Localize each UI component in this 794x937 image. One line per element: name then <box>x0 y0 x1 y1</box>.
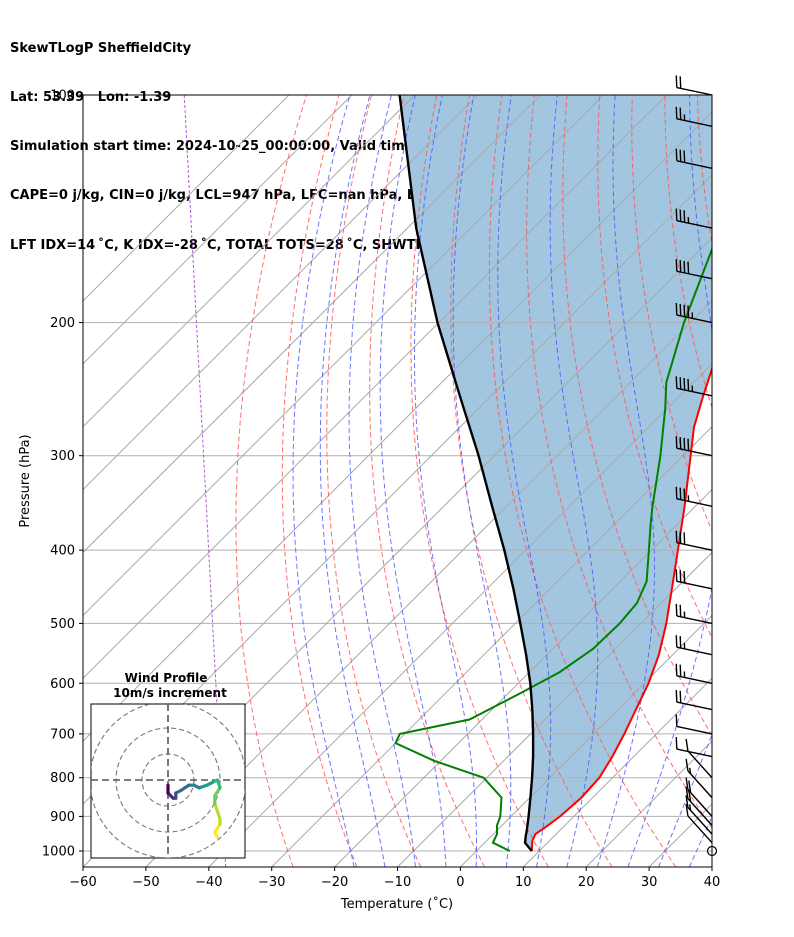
moist-adiabat <box>596 95 655 867</box>
dewpoint-line <box>394 245 712 852</box>
x-tick-label: −10 <box>384 875 411 890</box>
wind-barb <box>685 777 713 817</box>
moist-adiabat <box>292 95 355 867</box>
moist-adiabat <box>627 95 712 867</box>
wind-barb <box>675 737 713 758</box>
wind-barb <box>675 106 713 127</box>
isotherm-line <box>334 488 712 867</box>
wind-barb <box>675 259 713 280</box>
moist-adiabat <box>658 733 712 867</box>
y-tick-label: 400 <box>50 544 75 559</box>
x-tick-label: −30 <box>258 875 285 890</box>
wind-barb <box>675 635 713 656</box>
moist-adiabat <box>379 95 447 867</box>
isotherm-line <box>83 95 290 302</box>
moist-adiabat <box>720 95 794 867</box>
isotherm-line <box>83 111 712 742</box>
temperature-line <box>530 365 712 852</box>
y-axis-label: Pressure (hPa) <box>18 434 33 527</box>
dry-adiabat <box>450 95 613 867</box>
wind-barb <box>675 376 713 397</box>
wind-barb <box>675 486 713 507</box>
wind-barb <box>675 148 713 169</box>
moist-adiabat <box>549 95 599 867</box>
y-tick-label: 300 <box>50 449 75 464</box>
wind-barb <box>675 303 713 324</box>
dry-adiabat <box>326 95 422 867</box>
isotherm-line <box>83 95 667 680</box>
dry-adiabat <box>235 95 307 867</box>
isotherm-line <box>208 363 712 867</box>
y-tick-label: 700 <box>50 727 75 742</box>
wind-barb <box>685 795 713 835</box>
y-tick-label: 800 <box>50 771 75 786</box>
y-tick-label: 900 <box>50 810 75 825</box>
isotherm-line <box>83 95 353 365</box>
x-tick-label: −20 <box>321 875 348 890</box>
x-tick-label: 40 <box>704 875 721 890</box>
dry-adiabat <box>410 95 549 867</box>
isotherm-line <box>83 95 604 617</box>
dry-adiabat <box>488 95 677 867</box>
isotherm-line <box>397 551 712 867</box>
moist-adiabat <box>497 95 552 867</box>
isotherm-line <box>460 614 712 867</box>
y-tick-label: 200 <box>50 316 75 331</box>
wind-barb <box>675 690 713 711</box>
dry-adiabat <box>730 95 794 867</box>
isotherm-line <box>83 95 478 491</box>
wind-barb <box>675 714 713 735</box>
moist-adiabat <box>414 95 477 867</box>
isotherm-line <box>711 866 712 867</box>
wind-barb <box>675 75 713 96</box>
wind-barb <box>675 603 713 625</box>
wind-barb <box>685 738 713 779</box>
y-tick-label: 500 <box>50 617 75 632</box>
isotherm-line <box>83 95 416 428</box>
isotherm-line <box>145 300 712 867</box>
wind-barb <box>685 803 713 844</box>
dry-adiabat <box>562 95 712 737</box>
wind-barb <box>675 663 713 684</box>
location-info: Lat: 53.39 Lon: -1.39 <box>10 90 172 106</box>
hodograph-segment <box>213 801 222 821</box>
wind-barb <box>685 758 713 799</box>
x-tick-label: 30 <box>641 875 658 890</box>
x-axis-label: Temperature (˚C) <box>340 896 453 912</box>
isotherm-line <box>271 425 712 867</box>
dry-adiabat <box>597 95 712 639</box>
isotherm-line <box>522 677 712 867</box>
hodograph-title: Wind Profile <box>125 671 208 685</box>
dry-adiabat <box>369 95 485 867</box>
dry-adiabat <box>526 95 712 829</box>
moist-adiabat <box>452 95 512 867</box>
y-tick-label: 1000 <box>42 844 75 859</box>
isotherm-line <box>83 95 541 554</box>
x-tick-label: −60 <box>69 875 96 890</box>
wind-barb <box>675 569 713 590</box>
y-tick-label: 100 <box>50 89 75 104</box>
moist-adiabat <box>319 95 386 867</box>
hodograph-subtitle: 10m/s increment <box>113 686 227 700</box>
wind-barb <box>675 530 713 551</box>
chart-title: SkewTLogP SheffieldCity <box>10 40 192 56</box>
parcel-line <box>398 95 535 852</box>
wind-barb <box>675 436 713 457</box>
moist-adiabat <box>348 95 416 867</box>
mixing-ratio-line <box>183 95 227 867</box>
y-tick-label: 600 <box>50 677 75 692</box>
wind-barb <box>675 208 713 229</box>
x-tick-label: 0 <box>456 875 464 890</box>
x-tick-label: 10 <box>515 875 532 890</box>
dry-adiabat <box>763 95 794 867</box>
dry-adiabat <box>281 95 358 867</box>
isotherm-line <box>775 95 794 867</box>
wind-barb <box>706 845 718 857</box>
cin-shading <box>399 95 712 851</box>
x-tick-label: −40 <box>195 875 222 890</box>
x-tick-label: 20 <box>578 875 595 890</box>
x-tick-label: −50 <box>132 875 159 890</box>
